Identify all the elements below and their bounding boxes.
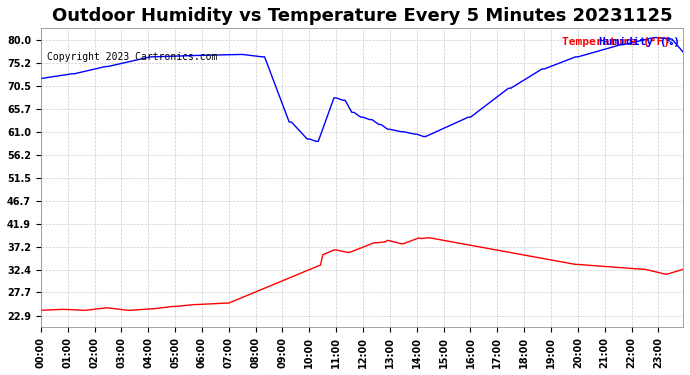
Temperature (°F) (415, 236, 423, 240)
Text: Copyright 2023 Cartronics.com: Copyright 2023 Cartronics.com (47, 52, 217, 62)
Humidity (%) (312, 139, 320, 144)
Line: Temperature (°F): Temperature (°F) (41, 238, 683, 310)
Humidity (%) (679, 50, 687, 54)
Temperature (°F) (625, 266, 633, 270)
Humidity (%) (605, 46, 613, 50)
Temperature (°F) (679, 267, 687, 272)
Humidity (%) (364, 117, 372, 121)
Humidity (%) (92, 66, 101, 71)
Humidity (%) (650, 35, 658, 40)
Humidity (%) (578, 53, 586, 58)
Humidity (%) (37, 76, 45, 81)
Temperature (°F) (578, 262, 586, 267)
Temperature (°F) (92, 307, 101, 311)
Temperature (°F) (361, 244, 369, 249)
Title: Outdoor Humidity vs Temperature Every 5 Minutes 20231125: Outdoor Humidity vs Temperature Every 5 … (52, 7, 672, 25)
Text: Humidity (%): Humidity (%) (599, 37, 680, 47)
Line: Humidity (%): Humidity (%) (41, 38, 683, 141)
Temperature (°F) (605, 264, 613, 269)
Temperature (°F) (37, 308, 45, 312)
Humidity (%) (589, 50, 598, 55)
Humidity (%) (625, 41, 633, 45)
Temperature (°F) (589, 263, 598, 268)
Text: Temperature (°F): Temperature (°F) (562, 37, 670, 47)
